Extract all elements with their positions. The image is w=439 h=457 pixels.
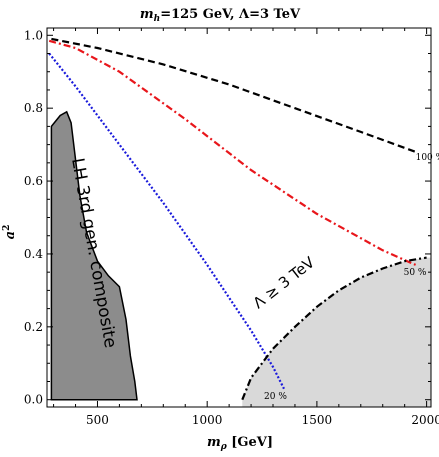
- xlabel-sub: ρ: [220, 442, 228, 452]
- ylabel-sup: 2: [2, 225, 12, 231]
- series-line-1: [51, 37, 416, 153]
- title-rest: =125 GeV, Λ=3 TeV: [160, 7, 301, 22]
- x-axis-label: mρ [GeV]: [207, 435, 273, 452]
- ylabel-main: a: [3, 231, 18, 239]
- fill-layer: [50, 110, 431, 407]
- y-tick-label: 0.0: [24, 393, 43, 407]
- title-main: m: [140, 7, 154, 22]
- excluded-region: [242, 257, 431, 407]
- y-tick-label: 0.2: [24, 320, 43, 334]
- series-label-2: 50 %: [404, 268, 427, 278]
- x-tick-label: 500: [86, 413, 109, 427]
- x-tick-label: 1000: [192, 413, 223, 427]
- y-tick-label: 0.4: [24, 247, 43, 261]
- y-tick-label: 1.0: [24, 28, 43, 42]
- title-sub: h: [154, 14, 161, 24]
- series-line-2: [48, 39, 417, 266]
- composite-region: [50, 110, 138, 401]
- curve-layer: [48, 37, 427, 401]
- x-tick-label: 2000: [411, 413, 439, 427]
- series-label-3: 20 %: [264, 392, 287, 402]
- x-tick-label: 1500: [302, 413, 333, 427]
- y-axis-label: a2: [2, 225, 18, 240]
- bound-line: [241, 256, 427, 401]
- y-tick-label: 0.8: [24, 101, 43, 115]
- series-label-1: 100 %: [416, 153, 439, 163]
- chart-title: mh=125 GeV, Λ=3 TeV: [140, 7, 301, 24]
- xlabel-main: m: [207, 435, 221, 450]
- xlabel-rest: [GeV]: [227, 435, 273, 450]
- y-tick-label: 0.6: [24, 174, 43, 188]
- bound-label: Λ ≥ 3 TeV: [250, 253, 319, 312]
- axes-layer: 500 1000 1500 2000 0.0 0.2 0.4 0.6 0.8 1.0: [24, 28, 439, 427]
